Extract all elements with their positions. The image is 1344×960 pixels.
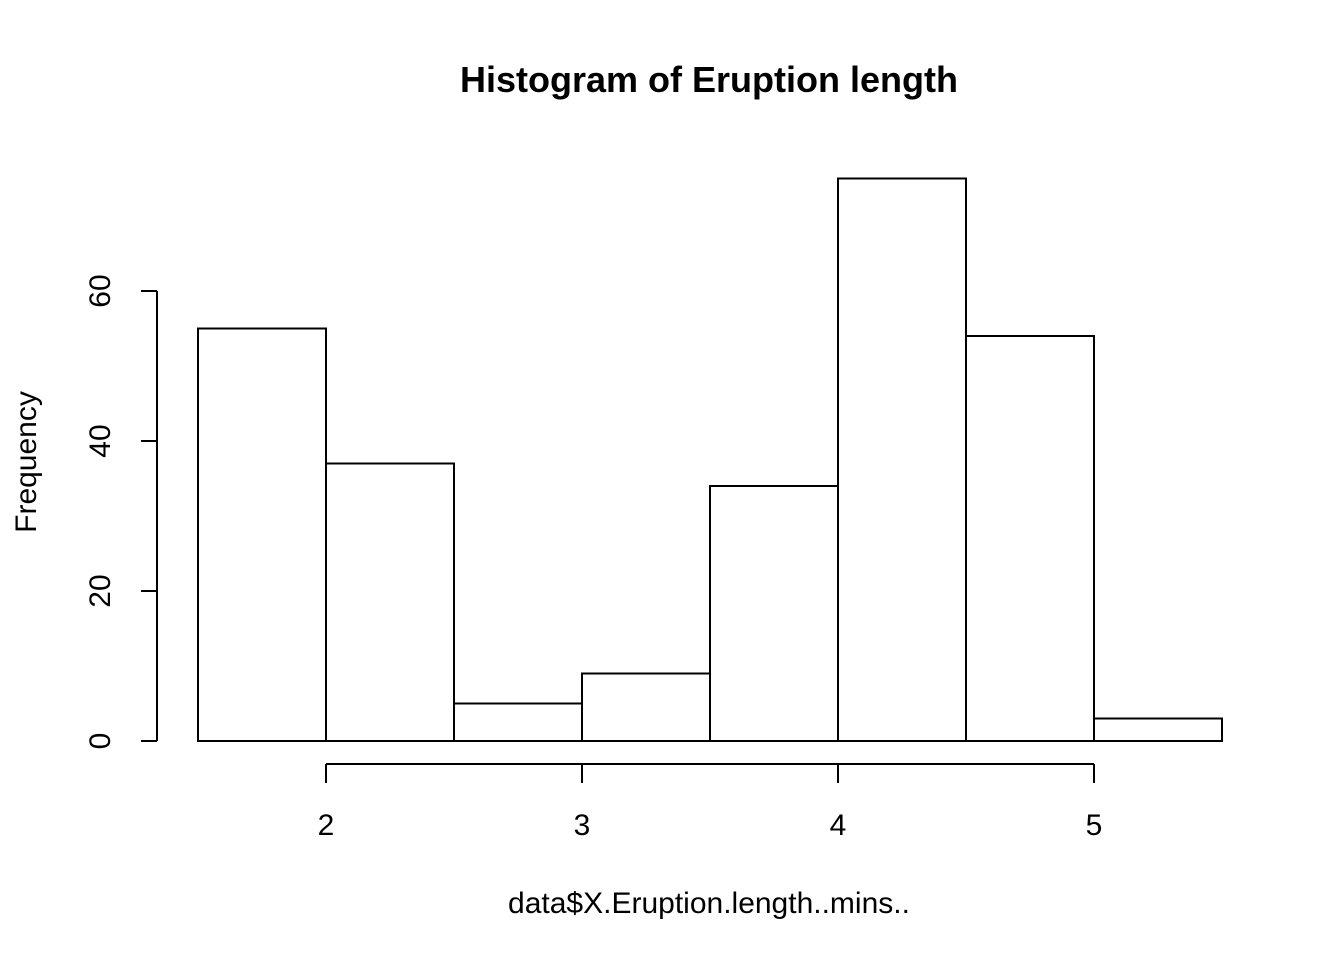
y-tick-label: 60 <box>84 274 117 307</box>
y-tick-label: 0 <box>84 733 117 750</box>
y-tick-label: 40 <box>84 424 117 457</box>
histogram-bar-3 <box>453 702 583 742</box>
x-tick-label: 4 <box>830 809 847 842</box>
histogram-bar-2 <box>325 462 455 742</box>
y-axis: 0 20 40 60 <box>84 274 158 750</box>
histogram-bar-1 <box>197 327 327 742</box>
y-axis-title: Frequency <box>10 391 43 533</box>
histogram-bar-6 <box>837 177 967 742</box>
histogram-bar-8 <box>1093 717 1223 742</box>
x-tick-label: 5 <box>1086 809 1103 842</box>
chart-title: Histogram of Eruption length <box>460 59 958 100</box>
x-tick-label: 2 <box>318 809 335 842</box>
x-axis-title: data$X.Eruption.length..mins.. <box>508 887 910 920</box>
histogram-bar-7 <box>965 335 1095 742</box>
y-tick-label: 20 <box>84 574 117 607</box>
x-axis: 2 3 4 5 <box>318 763 1103 842</box>
x-tick-label: 3 <box>574 809 591 842</box>
histogram-bar-5 <box>709 485 839 742</box>
bars-group <box>197 177 1223 742</box>
histogram-bar-4 <box>581 672 711 742</box>
